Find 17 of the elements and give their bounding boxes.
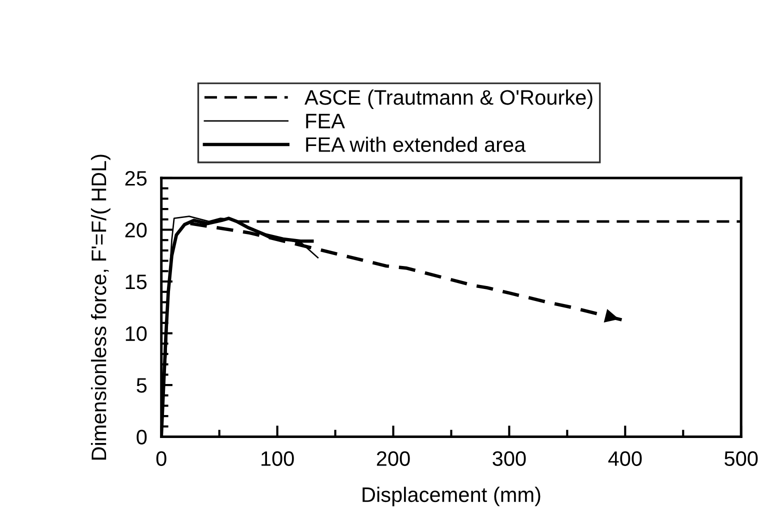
y-tick-label: 5 (136, 378, 147, 393)
x-tick-label: 100 (262, 451, 294, 466)
x-tick-label: 0 (156, 451, 166, 466)
x-tick-label: 500 (724, 451, 758, 466)
x-tick-label: 400 (608, 451, 642, 466)
x-axis-title: Displacement (mm) (362, 486, 540, 506)
y-tick-label: 0 (136, 430, 147, 445)
legend-label: FEA with extended area (306, 136, 526, 152)
y-tick-label: 20 (125, 222, 147, 238)
y-tick-label: 15 (126, 274, 147, 290)
y-axis-title: Dimensionless force, F'=F/( HDL) (90, 154, 110, 460)
y-tick-label: 10 (126, 326, 147, 342)
legend-label: FEA (306, 114, 345, 128)
x-tick-label: 200 (376, 451, 410, 466)
legend-label: ASCE (Trautmann & O'Rourke) (304, 90, 592, 109)
x-tick-label: 300 (492, 451, 526, 466)
y-tick-label: 25 (125, 170, 147, 186)
